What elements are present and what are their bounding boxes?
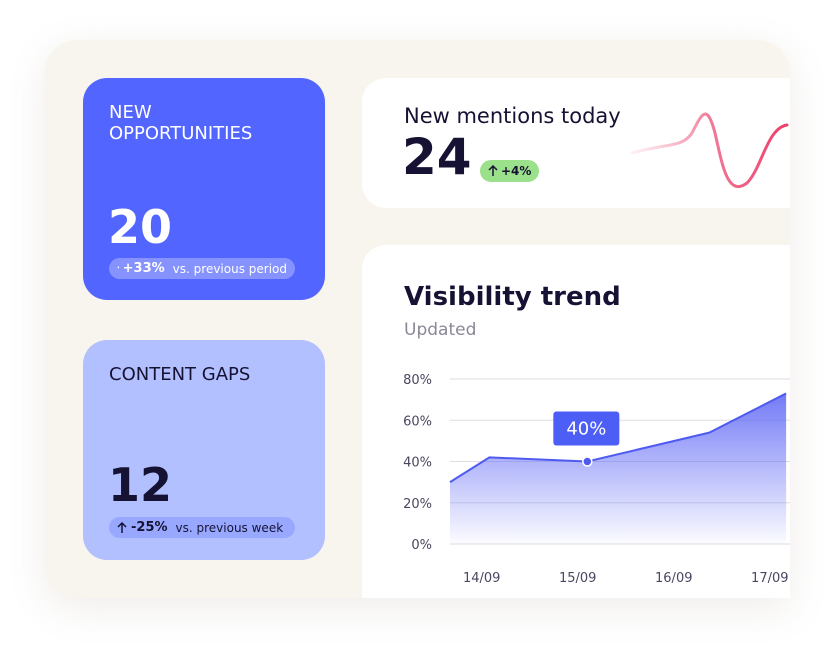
change: +33% (122, 261, 165, 276)
x-tick-label: 15/09 (559, 571, 596, 586)
chart: Visibility trend Updated 0% 20% 40% 60% 80% 1… (403, 282, 790, 586)
chart-subtitle: Updated (404, 320, 476, 340)
x-tick-label: 17/09 (751, 571, 788, 586)
change-pill: -25% vs. previous week (109, 517, 295, 538)
chart-title: Visibility trend (404, 282, 621, 312)
y-tick-label: 40% (403, 456, 432, 471)
change-pill: +4% (480, 160, 540, 182)
gaps-card: CONTENT GAPS 12 -25% vs. previous week (83, 340, 325, 560)
y-tick-label: 60% (403, 414, 432, 429)
mentions-value: 24 (402, 128, 472, 186)
change: -25% (131, 520, 168, 535)
chart-card: Visibility trend Updated 0% 20% 40% 60% 80% 1… (362, 245, 790, 598)
sparkline-path (630, 112, 789, 188)
tooltip (553, 411, 620, 446)
opportunities-card: NEW OPPORTUNITIES 20 +33% vs. previous p… (83, 78, 325, 300)
x-tick-label: 16/09 (655, 571, 692, 586)
y-tick-label: 20% (403, 497, 432, 512)
mentions-card: New mentions today 24 +4% (362, 78, 790, 208)
card-value: 20 (108, 200, 173, 254)
change-pill: +33% vs. previous period (109, 258, 295, 279)
card-value: 12 (108, 458, 173, 512)
arrow-icon (117, 521, 127, 533)
arrow-icon (117, 265, 119, 269)
note: vs. previous week (175, 520, 284, 535)
arrow-icon (488, 165, 498, 176)
tooltip-label: 40% (566, 419, 606, 440)
change: +4% (501, 164, 532, 178)
sparkline (630, 112, 789, 188)
area (450, 393, 787, 544)
mentions-title: New mentions today (404, 104, 621, 128)
x-tick-label: 14/09 (463, 571, 500, 586)
card-title: CONTENT GAPS (109, 364, 251, 385)
note: vs. previous period (172, 261, 287, 276)
y-tick-label: 80% (403, 373, 432, 388)
point-marker (582, 456, 593, 467)
card-title: NEW OPPORTUNITIES (109, 102, 253, 144)
y-tick-label: 0% (411, 538, 432, 553)
panel: NEW OPPORTUNITIES 20 +33% vs. previous p… (45, 40, 790, 598)
